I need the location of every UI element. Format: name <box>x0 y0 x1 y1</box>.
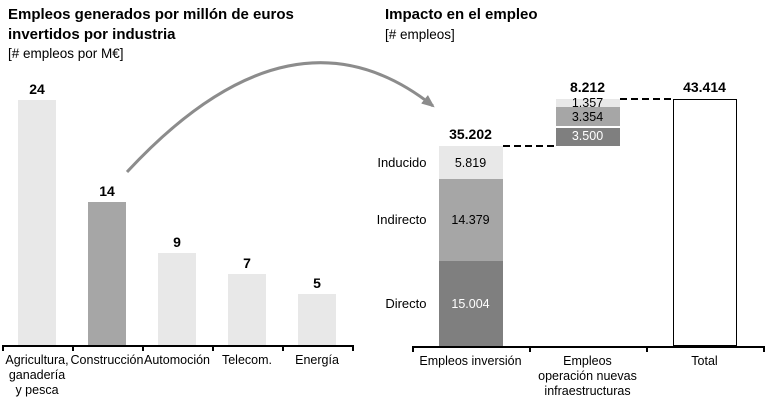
left-chart-title-line1: Empleos generados por millón de euros <box>8 6 294 23</box>
stack-segment-value: 15.004 <box>451 296 490 311</box>
stack-segment-indirecto <box>438 179 503 261</box>
right-axis-tick <box>646 346 648 352</box>
industry-category-label: Agricultura, ganadería y pesca <box>5 353 69 397</box>
left-axis-tick <box>212 345 214 351</box>
stack-segment-indirecto <box>555 107 620 126</box>
series-label-directo: Directo <box>385 295 427 311</box>
left-axis-tick <box>142 345 144 351</box>
left-chart-title: Empleos generados por millón de euros in… <box>8 5 294 45</box>
total-bar <box>672 99 737 346</box>
left-axis-tick <box>72 345 74 351</box>
stack-segment-inducido <box>555 99 620 107</box>
right-category-label: Empleos inversión <box>419 354 522 368</box>
left-axis-tick <box>352 345 354 351</box>
column-total-label: 8.212 <box>569 79 606 95</box>
right-chart-title: Impacto en el empleo <box>385 6 538 23</box>
series-label-inducido: Inducido <box>377 154 427 170</box>
left-chart-unit-label: [# empleos por M€] <box>8 46 124 61</box>
left-x-axis <box>2 345 352 347</box>
industry-category-label: Construcción <box>70 353 144 367</box>
industry-bar <box>228 274 266 345</box>
industry-category-label: Energía <box>295 353 339 367</box>
industry-bar-value: 7 <box>243 255 251 271</box>
stack-segment-inducido <box>438 146 503 179</box>
right-axis-tick <box>412 346 414 352</box>
stack-segment-value: 3.354 <box>571 109 604 124</box>
right-chart-unit-label: [# empleos] <box>385 27 455 42</box>
industry-bar <box>298 294 336 345</box>
industry-bar <box>18 100 56 345</box>
stack-segment-value: 5.819 <box>454 155 487 170</box>
stack-segment-value: 3.500 <box>571 129 604 143</box>
industry-bar <box>88 202 126 345</box>
dashed-connector <box>502 145 556 147</box>
right-category-label: Empleos operación nuevas infraestructura… <box>538 354 637 398</box>
right-axis-tick <box>529 346 531 352</box>
stack-segment-directo <box>438 261 503 346</box>
stack-segment-directo <box>555 126 620 146</box>
industry-bar-value: 9 <box>173 234 181 250</box>
left-chart-title-line2: invertidos por industria <box>8 26 176 43</box>
stack-segment-value: 1.357 <box>571 96 604 110</box>
right-axis-tick <box>763 346 765 352</box>
right-x-axis <box>412 346 763 348</box>
industry-bar <box>158 253 196 345</box>
industry-bar-value: 24 <box>29 81 45 97</box>
column-total-label: 43.414 <box>683 79 726 95</box>
industry-category-label: Automoción <box>143 353 210 367</box>
industry-bar-value: 14 <box>99 183 115 199</box>
column-total-label: 35.202 <box>449 126 492 142</box>
industry-bar-value: 5 <box>313 275 321 291</box>
left-axis-tick <box>2 345 4 351</box>
industry-category-label: Telecom. <box>221 353 273 367</box>
stack-segment-value: 14.379 <box>451 213 490 227</box>
left-axis-tick <box>282 345 284 351</box>
dashed-connector <box>619 98 673 100</box>
right-category-label: Total <box>691 354 718 368</box>
series-label-indirecto: Indirecto <box>376 212 427 227</box>
